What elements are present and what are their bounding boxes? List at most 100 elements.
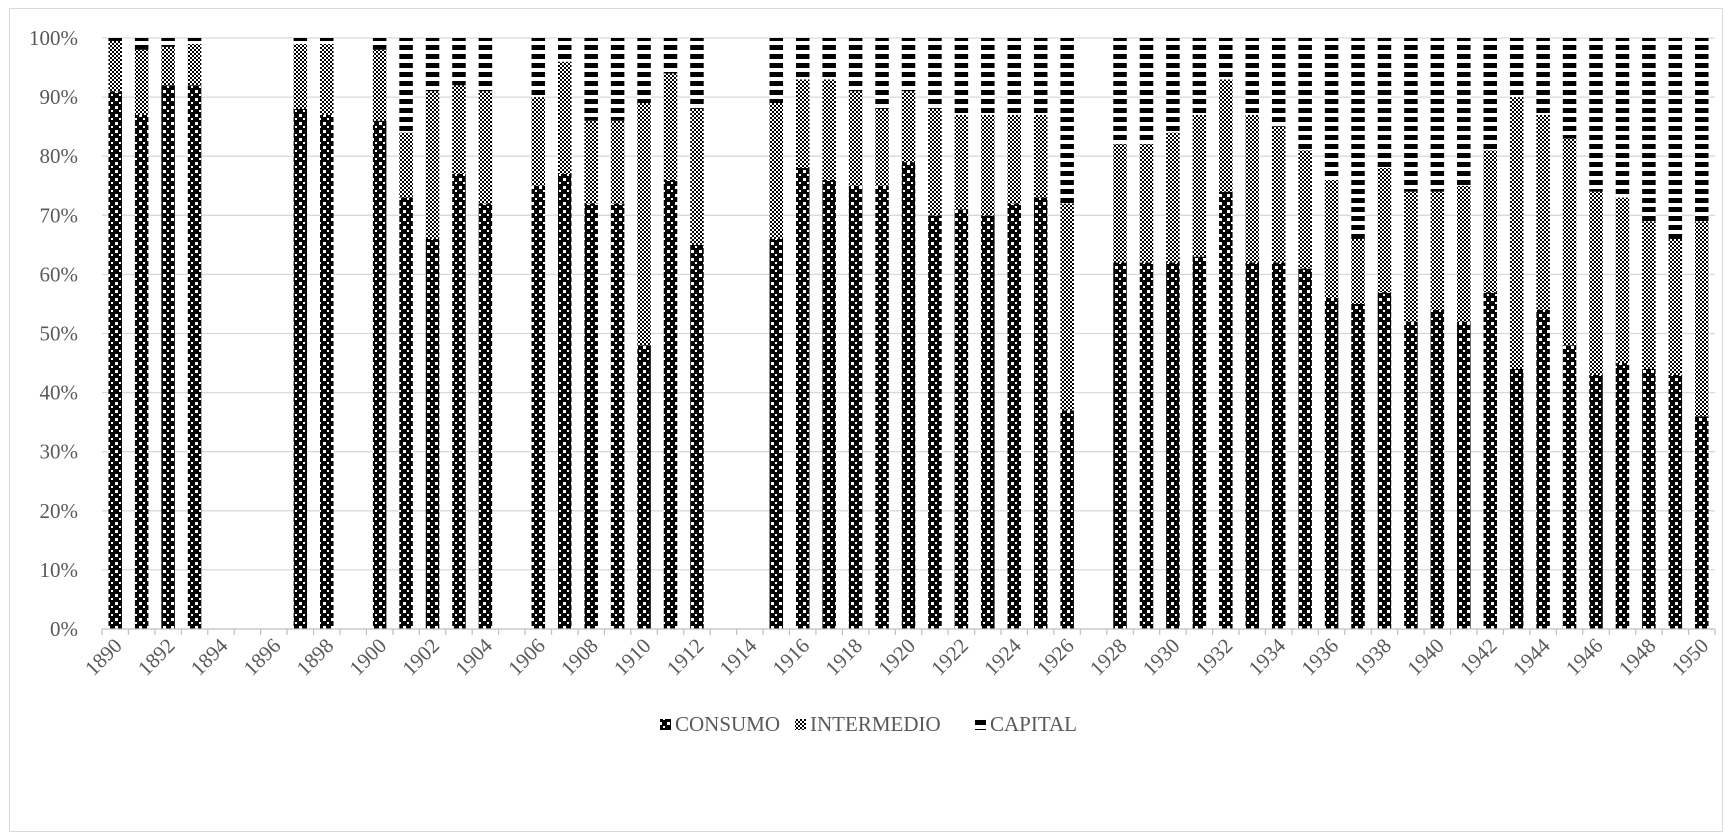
legend: CONSUMO INTERMEDIO CAPITAL	[660, 712, 1077, 736]
bar-capital-1945	[1562, 38, 1577, 139]
x-tick-label: 1906	[503, 634, 550, 681]
bar-capital-1941	[1457, 38, 1471, 186]
bar-capital-1902	[425, 38, 440, 92]
bar-consumo-1897	[293, 108, 308, 630]
bar-consumo-1890	[108, 91, 122, 629]
bar-intermedio-1935	[1298, 150, 1312, 269]
bar-consumo-1904	[478, 203, 493, 630]
bar-capital-1931	[1192, 38, 1207, 115]
bar-intermedio-1938	[1377, 168, 1392, 293]
bar-capital-1949	[1668, 38, 1683, 239]
bar-capital-1900	[372, 38, 387, 50]
x-tick-label: 1912	[662, 634, 709, 681]
bar-capital-1932	[1219, 38, 1233, 80]
bar-consumo-1943	[1509, 368, 1524, 629]
x-tick-label: 1922	[926, 634, 973, 681]
bar-capital-1935	[1298, 38, 1312, 151]
bar-consumo-1932	[1219, 191, 1233, 629]
x-tick-label: 1948	[1614, 634, 1661, 681]
bar-intermedio-1945	[1562, 138, 1577, 346]
bar-capital-1929	[1139, 38, 1154, 145]
x-tick-label: 1902	[397, 634, 444, 681]
bar-intermedio-1942	[1483, 150, 1497, 293]
x-tick-label: 1938	[1349, 634, 1396, 681]
bar-consumo-1933	[1245, 262, 1260, 629]
y-tick-label: 60%	[40, 262, 79, 286]
bar-capital-1916	[795, 38, 810, 80]
bar-consumo-1900	[372, 120, 387, 630]
bar-capital-1938	[1377, 38, 1392, 169]
bar-consumo-1948	[1642, 368, 1656, 629]
bar-capital-1893	[187, 38, 202, 44]
bar-capital-1950	[1695, 38, 1709, 222]
bar-consumo-1936	[1324, 298, 1339, 629]
bar-consumo-1938	[1377, 292, 1392, 629]
bar-consumo-1917	[822, 179, 836, 629]
bar-intermedio-1891	[134, 49, 149, 115]
x-tick-label: 1940	[1402, 634, 1449, 681]
x-tick-label: 1900	[345, 634, 392, 681]
x-tick-label: 1944	[1508, 633, 1555, 680]
bar-intermedio-1937	[1351, 238, 1365, 304]
x-tick-label: 1936	[1296, 634, 1343, 681]
bar-consumo-1920	[901, 162, 916, 630]
bar-intermedio-1943	[1509, 97, 1524, 369]
x-tick-label: 1942	[1455, 634, 1502, 681]
bar-capital-1948	[1642, 38, 1656, 222]
bar-intermedio-1948	[1642, 221, 1656, 369]
legend-label: CONSUMO	[675, 712, 780, 736]
y-tick-label: 80%	[40, 144, 79, 168]
x-tick-label: 1890	[80, 634, 127, 681]
bar-consumo-1919	[875, 185, 889, 629]
bar-consumo-1907	[557, 173, 572, 629]
y-tick-label: 90%	[40, 85, 79, 109]
x-tick-label: 1910	[609, 634, 656, 681]
bar-capital-1919	[875, 38, 889, 109]
y-tick-label: 0%	[50, 617, 78, 641]
bar-capital-1911	[663, 38, 678, 74]
bar-intermedio-1930	[1166, 132, 1180, 263]
bar-capital-1909	[610, 38, 625, 121]
bar-capital-1903	[452, 38, 466, 86]
bar-consumo-1893	[187, 85, 202, 629]
y-tick-label: 100%	[29, 26, 78, 50]
bar-intermedio-1918	[848, 91, 863, 186]
bar-intermedio-1944	[1536, 114, 1550, 310]
x-tick-label: 1916	[768, 634, 815, 681]
bar-capital-1891	[134, 38, 149, 50]
bar-consumo-1931	[1192, 256, 1207, 629]
bar-capital-1939	[1404, 38, 1418, 192]
x-tick-label: 1950	[1667, 634, 1714, 681]
bar-capital-1942	[1483, 38, 1497, 151]
bar-capital-1901	[399, 38, 413, 133]
bar-intermedio-1917	[822, 79, 836, 180]
bar-consumo-1898	[320, 114, 334, 629]
bar-capital-1947	[1615, 38, 1630, 198]
y-tick-label: 30%	[40, 440, 79, 464]
bar-intermedio-1923	[981, 114, 995, 216]
legend-item-consumo: CONSUMO	[660, 712, 780, 736]
bar-capital-1933	[1245, 38, 1260, 115]
x-tick-label: 1898	[292, 634, 339, 681]
bar-capital-1918	[848, 38, 863, 92]
bar-consumo-1939	[1404, 321, 1418, 629]
bar-consumo-1924	[1007, 203, 1022, 630]
bar-intermedio-1890	[108, 40, 122, 92]
x-tick-label: 1904	[450, 633, 497, 680]
bar-capital-1907	[557, 38, 572, 62]
y-tick-label: 50%	[40, 322, 79, 346]
bar-consumo-1945	[1562, 345, 1577, 629]
bar-consumo-1891	[134, 114, 149, 629]
legend-swatch-intermedio	[795, 719, 806, 730]
bar-intermedio-1897	[293, 43, 308, 109]
x-tick-label: 1926	[1032, 634, 1079, 681]
bar-intermedio-1909	[610, 120, 625, 204]
bar-intermedio-1912	[690, 108, 704, 245]
bar-capital-1912	[690, 38, 704, 109]
bar-capital-1928	[1113, 38, 1127, 145]
bar-capital-1936	[1324, 38, 1339, 180]
x-tick-label: 1896	[239, 634, 286, 681]
bar-intermedio-1926	[1060, 203, 1074, 411]
bar-consumo-1923	[981, 215, 995, 630]
legend-swatch-consumo	[660, 719, 671, 730]
